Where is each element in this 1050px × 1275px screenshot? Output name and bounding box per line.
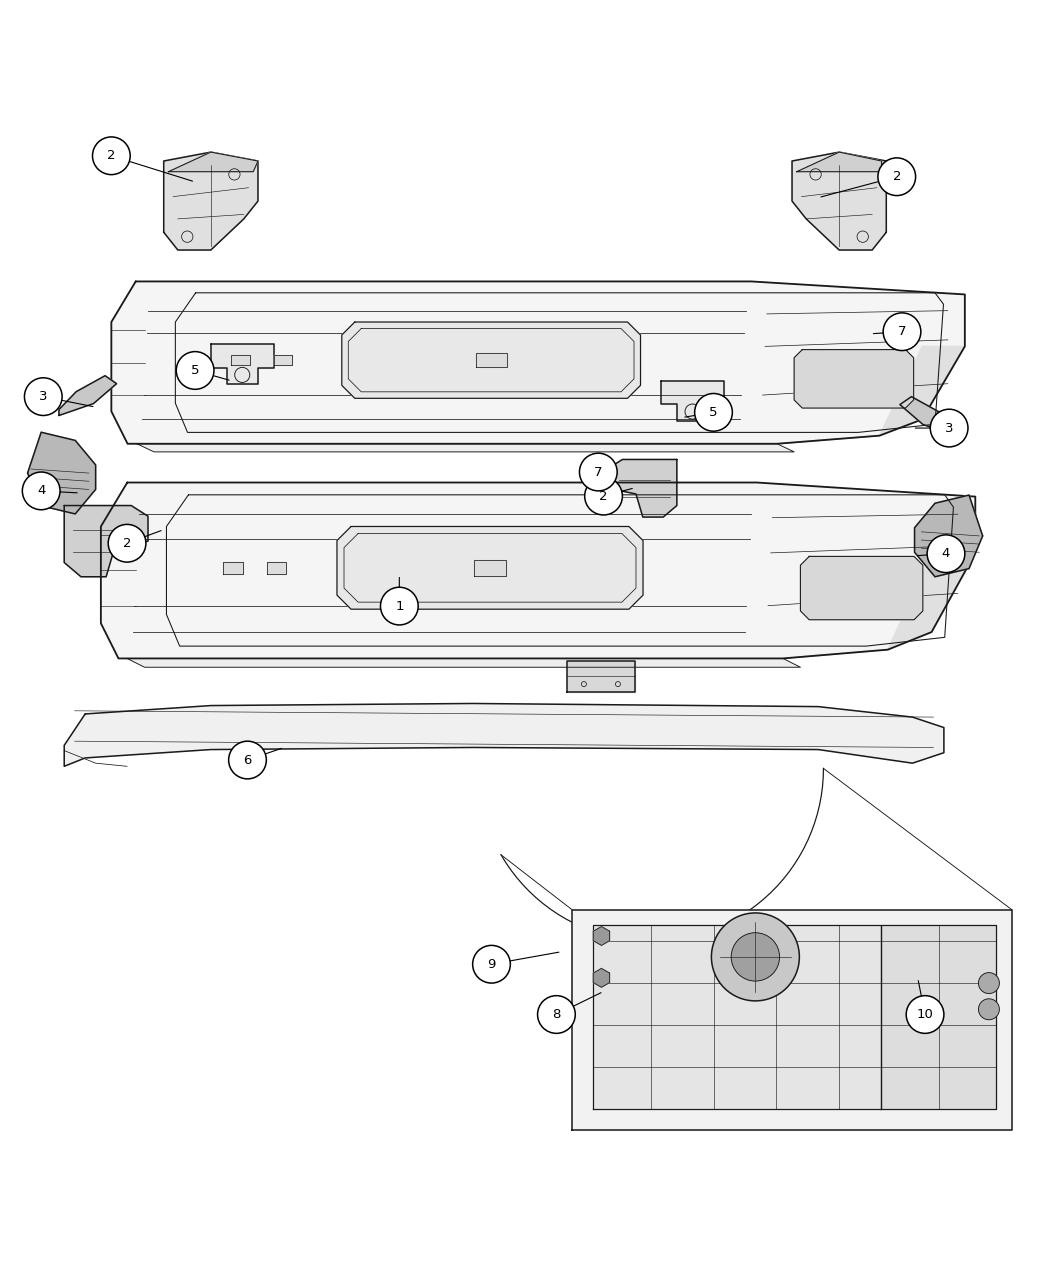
Polygon shape [792, 152, 886, 250]
Text: 9: 9 [487, 958, 496, 970]
Polygon shape [900, 397, 958, 436]
Circle shape [108, 524, 146, 562]
Text: 2: 2 [892, 171, 901, 184]
Circle shape [176, 352, 214, 389]
Polygon shape [783, 553, 975, 658]
Circle shape [878, 158, 916, 195]
Polygon shape [476, 353, 506, 367]
Circle shape [24, 377, 62, 416]
Polygon shape [224, 562, 243, 574]
Text: 10: 10 [917, 1009, 933, 1021]
Text: 2: 2 [123, 537, 131, 550]
Polygon shape [59, 376, 117, 416]
Polygon shape [267, 562, 287, 574]
Text: 8: 8 [552, 1009, 561, 1021]
Polygon shape [593, 969, 610, 987]
Text: 6: 6 [244, 754, 252, 766]
Circle shape [380, 588, 418, 625]
Polygon shape [136, 444, 794, 451]
Polygon shape [794, 349, 914, 408]
Circle shape [22, 472, 60, 510]
Text: 5: 5 [709, 405, 718, 419]
Circle shape [927, 536, 965, 572]
Circle shape [472, 945, 510, 983]
Circle shape [538, 996, 575, 1033]
Circle shape [906, 996, 944, 1033]
Polygon shape [164, 152, 258, 250]
Polygon shape [777, 347, 965, 444]
Circle shape [92, 136, 130, 175]
Polygon shape [800, 556, 923, 620]
Polygon shape [881, 926, 996, 1109]
Polygon shape [211, 344, 274, 384]
Circle shape [930, 409, 968, 448]
Text: 5: 5 [191, 363, 200, 377]
Text: 1: 1 [395, 599, 403, 612]
Polygon shape [273, 354, 292, 366]
Text: 3: 3 [945, 422, 953, 435]
Polygon shape [111, 282, 965, 444]
Circle shape [979, 998, 1000, 1020]
Polygon shape [567, 660, 635, 692]
Text: 7: 7 [594, 465, 603, 478]
Polygon shape [127, 658, 800, 667]
Text: 3: 3 [39, 390, 47, 403]
Polygon shape [342, 323, 640, 398]
Polygon shape [101, 482, 975, 658]
Circle shape [883, 312, 921, 351]
Text: 2: 2 [600, 490, 608, 502]
Polygon shape [609, 459, 677, 518]
Circle shape [979, 973, 1000, 993]
Circle shape [712, 913, 799, 1001]
Polygon shape [64, 704, 944, 766]
Circle shape [229, 741, 267, 779]
Polygon shape [337, 527, 643, 609]
Text: 4: 4 [942, 547, 950, 560]
Polygon shape [797, 152, 882, 172]
Polygon shape [27, 432, 96, 514]
Polygon shape [475, 560, 506, 576]
Circle shape [731, 933, 779, 980]
Polygon shape [662, 381, 723, 421]
Circle shape [585, 477, 623, 515]
Text: 4: 4 [37, 484, 45, 497]
Polygon shape [64, 506, 148, 576]
Polygon shape [168, 152, 258, 172]
Polygon shape [593, 927, 610, 945]
Circle shape [580, 453, 617, 491]
Polygon shape [231, 354, 250, 366]
Text: 7: 7 [898, 325, 906, 338]
Polygon shape [572, 910, 1012, 1130]
Polygon shape [915, 495, 983, 576]
Text: 2: 2 [107, 149, 116, 162]
Polygon shape [593, 926, 881, 1109]
Circle shape [695, 394, 732, 431]
